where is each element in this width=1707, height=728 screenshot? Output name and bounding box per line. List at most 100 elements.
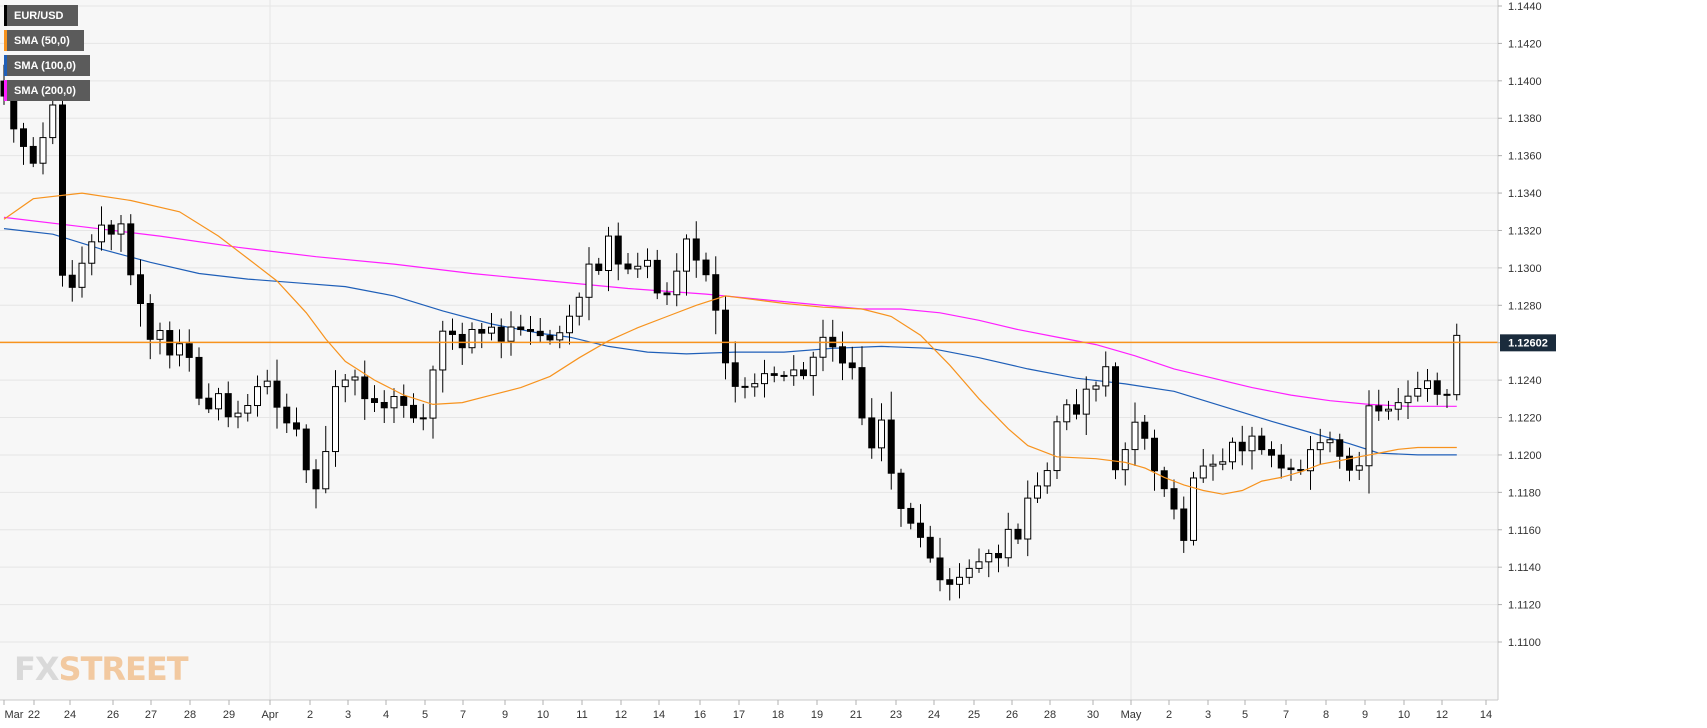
candle-body-up (751, 383, 759, 388)
candle-body-down (371, 398, 378, 403)
candle-body-down (312, 469, 320, 490)
candle-body-down (1180, 508, 1188, 541)
candle (780, 371, 788, 382)
watermark-fx: FX (14, 650, 60, 688)
candle-body-up (1316, 442, 1324, 451)
candle-body-down (770, 373, 778, 376)
candle (1287, 458, 1295, 481)
y-tick-label: 1.1420 (1508, 38, 1542, 50)
candle-body-down (1014, 528, 1022, 540)
candle-body-up (1307, 449, 1314, 472)
candle-body-up (1082, 388, 1090, 415)
candle-body-up (985, 552, 993, 563)
y-tick-label: 1.1160 (1508, 525, 1541, 537)
candle-body-up (351, 376, 359, 381)
candle (185, 329, 193, 372)
grid-lines (0, 0, 1498, 700)
candle-body-up (390, 396, 398, 409)
candle-body-up (1053, 421, 1061, 472)
candle (1316, 428, 1324, 465)
candle-body-up (556, 332, 564, 341)
candle-body-up (878, 419, 885, 449)
candle (497, 318, 505, 359)
candle (790, 355, 798, 386)
candle-body-up (566, 315, 573, 334)
current-price-tag-label: 1.12602 (1508, 337, 1548, 349)
candle (1268, 441, 1275, 468)
candle (926, 525, 934, 563)
candle (429, 365, 437, 439)
candle-body-up (215, 393, 222, 410)
candle (1248, 426, 1256, 470)
candle-body-down (449, 330, 456, 335)
legend-sma-100: SMA (100,0) (4, 55, 90, 76)
candle (975, 548, 983, 573)
candle-body-up (254, 386, 261, 407)
candle-body-down (68, 274, 76, 288)
candle-body-down (20, 128, 27, 147)
candle-body-up (1034, 485, 1041, 499)
candle-body-down (780, 374, 788, 377)
candle-body-up (1248, 435, 1256, 452)
candle-body-down (205, 397, 213, 410)
y-tick-label: 1.1180 (1508, 487, 1541, 499)
candle (1024, 480, 1032, 557)
candle (312, 459, 320, 509)
candle-body-up (49, 104, 57, 139)
y-axis-ticks: 1.1100 1.1120 1.1140 1.1160 1.1180 1.1200 1.12… (1498, 1, 1542, 649)
candle (263, 369, 271, 395)
candle-body-down (1238, 441, 1246, 452)
candle-body-up (1199, 465, 1207, 479)
candle (1131, 402, 1139, 467)
candle-body-up (78, 262, 86, 288)
candle-body-down (1336, 439, 1344, 457)
legend-sma-200: SMA (200,0) (4, 80, 90, 101)
candle-body-up (117, 223, 125, 235)
x-tick-label: 24 (928, 709, 940, 721)
candle-body-down (1277, 454, 1285, 469)
candle (819, 319, 827, 372)
candle (176, 329, 183, 367)
candle-body-up (244, 405, 252, 414)
candle-body-up (1004, 528, 1012, 559)
candle (1385, 400, 1392, 420)
candle-body-down (995, 552, 1002, 559)
candle-body-down (907, 507, 915, 524)
legend-swatch-eurusd (4, 5, 7, 26)
candle-body-down (400, 396, 408, 406)
sma-50-line (3, 192, 1457, 495)
x-tick-label: 23 (890, 709, 902, 721)
candle (117, 215, 125, 252)
candle-body-up (1043, 470, 1051, 487)
candle (507, 311, 515, 356)
candle-body-up (439, 330, 447, 371)
candle-body-down (614, 235, 622, 265)
x-tick-label: 21 (850, 709, 862, 721)
candle (1180, 496, 1188, 553)
candle (39, 122, 47, 175)
candle (985, 549, 993, 578)
candle (88, 234, 96, 276)
candle (868, 398, 876, 459)
x-tick-label: Mar (5, 709, 24, 721)
candle-body-up (341, 379, 349, 388)
candle-body-down (536, 330, 544, 337)
candle-body-down (185, 343, 193, 358)
current-price-tag-bg (1500, 334, 1556, 352)
candle-body-down (137, 274, 144, 305)
candle (1004, 512, 1012, 567)
candle (1053, 415, 1061, 479)
candle (536, 318, 544, 343)
candle (1394, 388, 1402, 421)
candle (341, 374, 349, 403)
y-tick-label: 1.1360 (1508, 151, 1542, 163)
fxstreet-watermark-logo: FXSTREET (14, 650, 189, 688)
candle-body-up (819, 336, 827, 358)
candle (858, 346, 866, 426)
candle (1112, 362, 1119, 480)
candle (1190, 471, 1197, 546)
candle-body-down (1375, 405, 1383, 412)
candle-body-down (1433, 380, 1441, 395)
x-tick-label: 4 (383, 709, 389, 721)
x-tick-label: 3 (1205, 709, 1211, 721)
